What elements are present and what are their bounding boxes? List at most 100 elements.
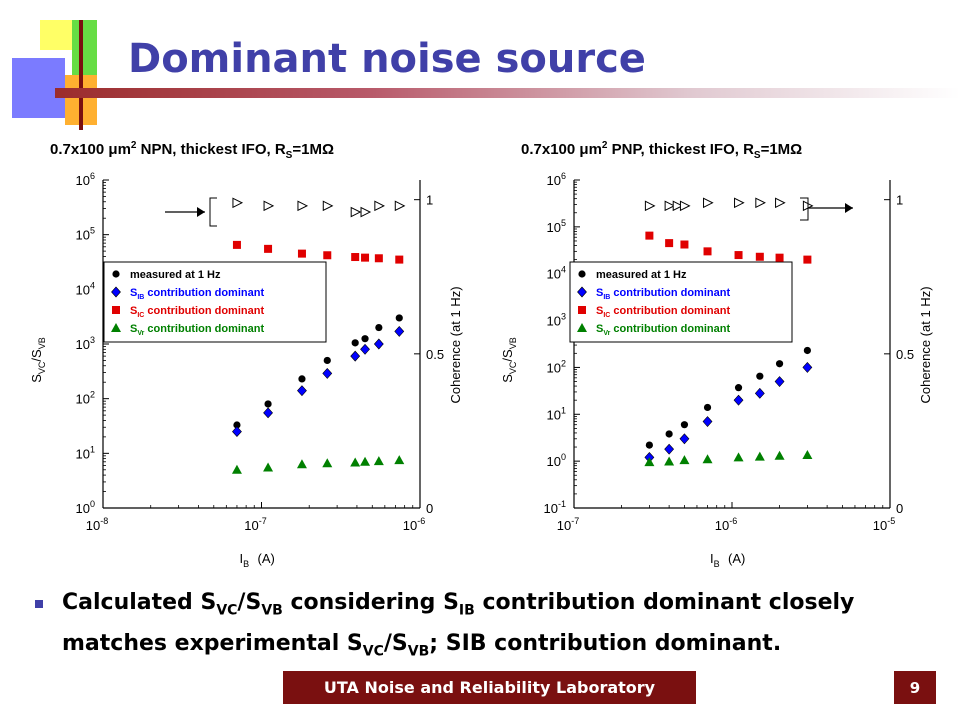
pnp-point-square bbox=[665, 239, 674, 248]
npn-point-diamond bbox=[350, 350, 361, 362]
pnp-point-square bbox=[734, 251, 743, 260]
deco-square-green bbox=[72, 20, 97, 75]
pnp-legend-marker bbox=[578, 270, 586, 278]
npn-point-diamond bbox=[297, 385, 307, 397]
pnp-x-tick-label: 10-6 bbox=[715, 516, 737, 533]
footer-lab-name: UTA Noise and Reliability Laboratory bbox=[283, 671, 696, 704]
npn-point-diamond bbox=[373, 338, 384, 350]
pnp-legend-marker bbox=[577, 323, 587, 332]
pnp-point-open-triangle-right bbox=[734, 197, 745, 209]
npn-legend-frame bbox=[103, 261, 327, 343]
npn-y-tick-label: 102 bbox=[76, 390, 95, 407]
npn-point-diamond bbox=[394, 325, 405, 337]
npn-y-tick-label: 101 bbox=[76, 444, 95, 461]
npn-point-square bbox=[374, 254, 383, 263]
pnp-legend-frame bbox=[569, 261, 793, 343]
npn-point-circle bbox=[323, 356, 331, 365]
npn-y2-tick-label: 0 bbox=[426, 501, 433, 516]
charts-canvas: 100 101 102 103 104 105 106 10-8 10-7 10-6 0 0.5 1 IB… bbox=[29, 171, 933, 569]
npn-y2-tick-label: 1 bbox=[426, 193, 433, 208]
pnp-point-circle bbox=[734, 384, 743, 392]
npn-legend-label: SIC contribution dominant bbox=[130, 305, 264, 319]
npn-y2-tick-label: 0.5 bbox=[426, 347, 444, 362]
pnp-y2-tick-label: 1 bbox=[896, 193, 903, 208]
pnp-point-triangle bbox=[774, 450, 785, 460]
npn-point-triangle bbox=[231, 464, 242, 474]
npn-legend-label: measured at 1 Hz bbox=[130, 269, 221, 281]
pnp-y-tick-label: 10-1 bbox=[544, 499, 566, 516]
pnp-point-circle bbox=[645, 441, 653, 449]
npn-point-circle bbox=[264, 400, 272, 408]
npn-point-open-triangle-right bbox=[394, 200, 406, 212]
pnp-point-square bbox=[755, 252, 764, 261]
npn-point-triangle bbox=[350, 457, 361, 467]
npn-legend-marker bbox=[112, 270, 120, 278]
pnp-annotation-bracket bbox=[800, 197, 809, 221]
npn-point-square bbox=[395, 255, 404, 264]
npn-point-square bbox=[297, 249, 306, 258]
npn-x-axis-title-main: IB bbox=[240, 551, 250, 569]
npn-point-diamond bbox=[360, 343, 370, 355]
pnp-y-tick-label: 103 bbox=[547, 312, 566, 329]
pnp-point-square bbox=[775, 253, 784, 262]
pnp-point-circle bbox=[703, 403, 712, 412]
pnp-point-triangle bbox=[679, 455, 690, 465]
pnp-point-open-triangle-right bbox=[703, 197, 714, 209]
npn-point-diamond bbox=[232, 426, 242, 438]
pnp-point-diamond bbox=[664, 443, 675, 455]
npn-y-tick-label: 106 bbox=[76, 171, 95, 188]
pnp-point-square bbox=[680, 240, 689, 249]
npn-point-open-triangle-right bbox=[232, 197, 244, 209]
npn-point-open-triangle-right bbox=[297, 200, 309, 212]
pnp-point-triangle bbox=[664, 456, 675, 466]
npn-x-tick-label: 10-8 bbox=[86, 516, 108, 533]
pnp-x-tick-label: 10-7 bbox=[557, 516, 579, 533]
pnp-legend-marker bbox=[577, 286, 587, 298]
pnp-point-diamond bbox=[733, 394, 744, 406]
pnp-y-tick-label: 102 bbox=[547, 358, 566, 375]
pnp-y-tick-label: 106 bbox=[547, 171, 566, 188]
pnp-y-tick-label: 105 bbox=[547, 218, 566, 235]
npn-point-open-triangle-right bbox=[350, 206, 362, 218]
npn-point-open-triangle-right bbox=[360, 206, 372, 218]
npn-point-circle bbox=[351, 339, 359, 347]
pnp-point-diamond bbox=[774, 376, 785, 387]
pnp-point-circle bbox=[665, 430, 673, 438]
npn-point-square bbox=[232, 240, 241, 249]
npn-point-triangle bbox=[373, 456, 384, 466]
pnp-point-triangle bbox=[754, 451, 765, 461]
npn-point-square bbox=[351, 253, 360, 262]
npn-y-tick-label: 103 bbox=[76, 335, 95, 352]
pnp-y2-tick-label: 0 bbox=[896, 501, 903, 516]
chart-title-pnp: 0.7x100 μm2 PNP, thickest IFO, RS=1MΩ bbox=[521, 140, 803, 161]
npn-legend-marker bbox=[111, 286, 121, 298]
npn-point-circle bbox=[361, 335, 369, 343]
npn-y-tick-label: 100 bbox=[76, 499, 95, 516]
npn-point-open-triangle-right bbox=[263, 200, 275, 212]
npn-y-tick-label: 105 bbox=[76, 226, 95, 243]
deco-square-yellow bbox=[40, 20, 72, 50]
pnp-y-tick-label: 100 bbox=[547, 452, 566, 469]
pnp-point-open-triangle-right bbox=[679, 200, 691, 212]
npn-point-diamond bbox=[263, 407, 273, 419]
pnp-point-open-triangle-right bbox=[664, 200, 676, 212]
pnp-point-circle bbox=[756, 372, 764, 380]
npn-annotation-arrowhead bbox=[197, 207, 205, 217]
pnp-point-triangle bbox=[802, 450, 813, 460]
npn-y-tick-label: 104 bbox=[76, 280, 95, 297]
pnp-point-diamond bbox=[702, 416, 713, 427]
npn-point-triangle bbox=[263, 462, 274, 472]
pnp-point-square bbox=[703, 247, 712, 256]
pnp-x-axis-title-unit: (A) bbox=[728, 551, 745, 566]
pnp-legend-marker bbox=[578, 306, 586, 314]
pnp-legend-label: SIB contribution dominant bbox=[596, 287, 730, 301]
npn-point-triangle bbox=[296, 459, 307, 469]
npn-point-triangle bbox=[394, 455, 405, 465]
npn-point-square bbox=[264, 244, 273, 253]
npn-point-square bbox=[361, 253, 370, 262]
pnp-y-tick-label: 101 bbox=[547, 405, 566, 422]
npn-y2-axis-title: Coherence (at 1 Hz) bbox=[448, 286, 463, 403]
npn-point-open-triangle-right bbox=[374, 200, 385, 212]
pnp-y2-axis-title: Coherence (at 1 Hz) bbox=[918, 286, 933, 403]
npn-point-circle bbox=[233, 421, 241, 429]
